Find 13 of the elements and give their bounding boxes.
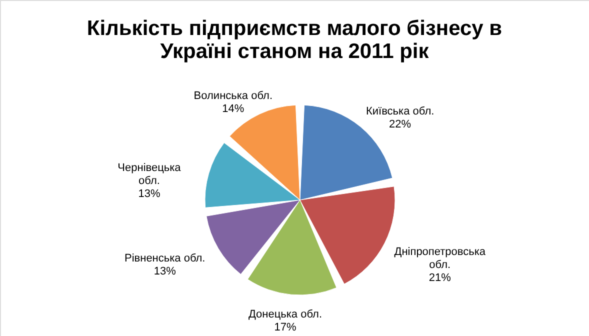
data-label: 22% (389, 118, 412, 130)
slice-label: Дніпропетровська обл. (394, 246, 486, 272)
data-label: 21% (428, 272, 452, 284)
chart-title: Кількість підприємств малого бізнесу в Україні станом на 2011 рік (86, 17, 502, 63)
data-label: 17% (274, 321, 296, 334)
slice-label: Чернівецька обл. (118, 162, 182, 187)
slice-label: Волинська обл. (194, 90, 273, 102)
slice-label: Рівненська обл. (124, 252, 206, 265)
data-label: 13% (154, 266, 176, 278)
slice-label: Київська обл. (366, 105, 434, 118)
slice-label: Донецька обл. (248, 308, 322, 320)
data-label: 13% (138, 188, 160, 200)
data-label: 14% (222, 102, 244, 115)
